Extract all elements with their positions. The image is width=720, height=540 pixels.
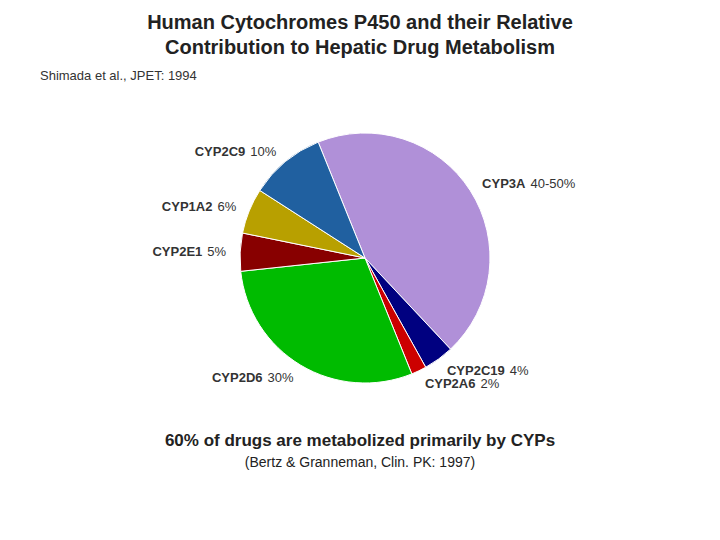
svg-text:CYP2C910%: CYP2C910% bbox=[195, 143, 277, 158]
html-text:60% of drugs are metabolized p: 60% of drugs are metabolized primarily b… bbox=[164, 431, 556, 450]
svg-text:CYP2A62%: CYP2A62% bbox=[425, 376, 500, 391]
html-text:Human Cytochromes P450 and the: Human Cytochromes P450 and their Relativ… bbox=[147, 11, 573, 58]
html-text:CYP2C19 4%: CYP2C19 4% bbox=[446, 362, 529, 378]
svg-text:CYP2E15%: CYP2E15% bbox=[152, 244, 226, 259]
html-text:(Bertz & Granneman, Clin. PK:: (Bertz & Granneman, Clin. PK: 1997) bbox=[244, 453, 476, 470]
svg-text:CYP3A40-50%: CYP3A40-50% bbox=[482, 176, 576, 191]
html-text:Shimada et al., JPET: 1994: Shimada et al., JPET: 1994 bbox=[40, 68, 197, 83]
svg-text:CYP1A26%: CYP1A26% bbox=[162, 198, 237, 213]
svg-text:CYP2D630%: CYP2D630% bbox=[212, 370, 294, 385]
